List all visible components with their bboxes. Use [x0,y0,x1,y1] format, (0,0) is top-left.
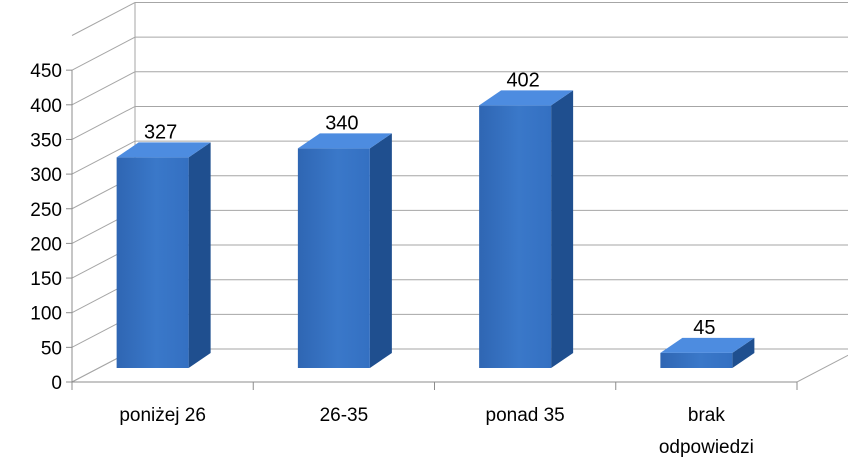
bar-front [660,352,733,368]
gridline [71,140,848,175]
gridline [71,2,848,36]
bar [479,90,574,368]
y-tick-label: 100 [30,304,62,325]
bar-top [297,133,392,149]
bar [660,337,755,368]
y-tick-label: 350 [30,130,62,151]
category-label: 26-35 [320,405,369,426]
y-tick-label: 50 [41,338,62,359]
data-label: 340 [325,112,358,134]
data-label: 327 [144,121,177,143]
data-label: 45 [693,317,715,339]
y-tick-label: 450 [30,61,62,82]
bar-top [116,142,211,158]
bar-side [369,133,392,368]
axes [66,69,798,390]
bar-front [479,105,552,368]
category-label: ponad 35 [486,405,565,426]
bar-side [188,142,211,368]
gridline [71,105,848,140]
bar-side [551,90,574,368]
bar [116,142,211,368]
bar [297,133,392,368]
category-label: odpowiedzi [659,437,754,458]
gridline [71,36,848,71]
x-axis-category-labels: poniżej 26 26-35 ponad 35 brak odpowiedzi [119,405,754,458]
y-tick-label: 250 [30,200,62,221]
bar-top [660,337,755,353]
y-axis-tick-labels: 0 50 100 150 200 250 300 350 400 450 [30,61,62,394]
category-label: poniżej 26 [119,405,206,426]
data-label: 402 [506,69,539,91]
bars [116,90,755,368]
gridline [71,71,848,106]
y-tick-label: 400 [30,96,62,117]
category-label: brak [688,405,725,426]
bar-front [116,157,189,368]
data-labels: 327 340 402 45 [144,69,716,338]
y-tick-label: 300 [30,165,62,186]
bar-side [732,337,755,368]
y-tick-label: 0 [51,373,62,394]
bar-top [479,90,574,106]
y-tick-label: 150 [30,269,62,290]
y-tick-label: 200 [30,234,62,255]
bar-front [297,148,370,368]
